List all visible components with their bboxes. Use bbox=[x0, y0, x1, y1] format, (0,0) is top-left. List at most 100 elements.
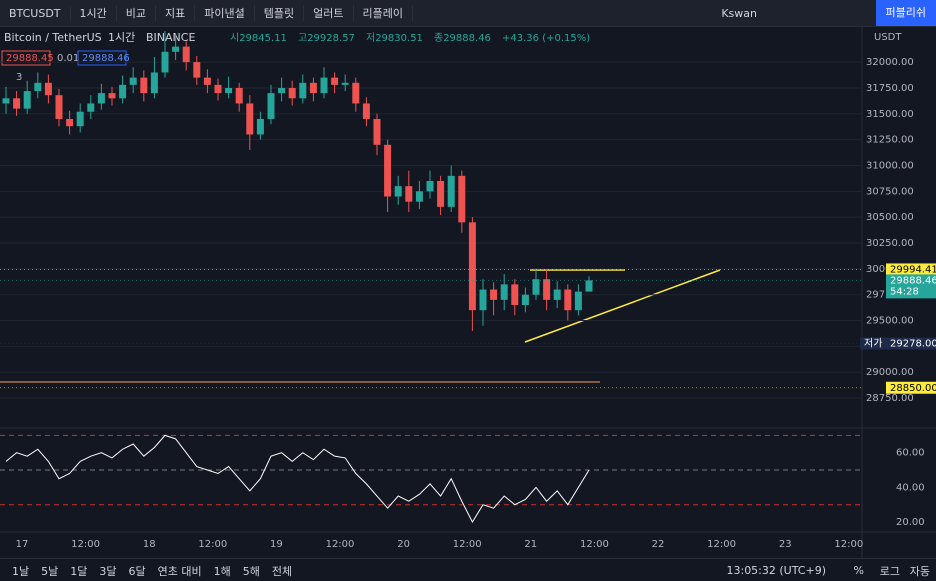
price-badge bbox=[886, 274, 936, 299]
legend-pair: Bitcoin / TetherUS bbox=[4, 31, 102, 44]
x-tick-label: 12:00 bbox=[71, 539, 100, 550]
candle-body bbox=[479, 289, 487, 311]
candle-body bbox=[267, 93, 275, 119]
candle-body bbox=[468, 222, 476, 311]
candle-body bbox=[140, 77, 148, 94]
rsi-line bbox=[5, 434, 590, 524]
x-tick-label: 12:00 bbox=[326, 539, 355, 550]
x-tick-label: 12:00 bbox=[580, 539, 609, 550]
candle-body bbox=[384, 144, 392, 197]
range-button[interactable]: 연초 대비 bbox=[157, 564, 202, 578]
x-tick-label: 12:00 bbox=[707, 539, 736, 550]
y-tick-label: 31500.00 bbox=[866, 109, 914, 120]
candle-body bbox=[521, 294, 529, 306]
buy-price: 29888.46 bbox=[82, 53, 130, 64]
candle-body bbox=[182, 46, 190, 63]
interval[interactable]: 1시간 bbox=[71, 5, 117, 21]
sell-box[interactable] bbox=[1, 50, 51, 66]
candle-body bbox=[511, 284, 519, 306]
auto[interactable]: 자동 bbox=[909, 564, 930, 578]
candle-body bbox=[362, 103, 370, 119]
log[interactable]: 로그 bbox=[879, 564, 900, 578]
spread: 0.01 bbox=[57, 53, 79, 64]
x-tick-label: 21 bbox=[524, 539, 537, 550]
y-tick-label: 30750.00 bbox=[866, 186, 914, 197]
candle-body bbox=[437, 180, 445, 207]
badge-prefix: 저가 bbox=[864, 338, 882, 350]
badge-prefix-bg bbox=[860, 337, 886, 350]
legend-interval: 1시간 bbox=[108, 31, 135, 44]
candle-body bbox=[585, 280, 593, 292]
y-tick-label: 30250.00 bbox=[866, 238, 914, 249]
candle-body bbox=[235, 87, 243, 104]
range-button[interactable]: 1달 bbox=[70, 564, 88, 578]
candle-body bbox=[309, 82, 317, 94]
y-tick-label: 32000.00 bbox=[866, 57, 914, 68]
legend-high: 고29928.57 bbox=[298, 33, 355, 44]
y-tick-label: 31250.00 bbox=[866, 135, 914, 146]
buy-box[interactable] bbox=[77, 50, 127, 66]
candle-body bbox=[532, 279, 540, 295]
range-button[interactable]: 1날 bbox=[12, 564, 30, 578]
rsi-tick-label: 60.00 bbox=[896, 448, 925, 459]
candle-body bbox=[161, 51, 169, 73]
candle-body bbox=[97, 93, 105, 104]
candle-body bbox=[66, 118, 74, 127]
templates[interactable]: 템플릿 bbox=[255, 5, 305, 21]
compare[interactable]: 비교 bbox=[117, 5, 157, 21]
range-group: 1날 5날 1달 3달 6달 연초 대비 1해 5해 전체 bbox=[0, 563, 304, 579]
candle-body bbox=[193, 62, 201, 78]
indicators[interactable]: 지표 bbox=[156, 5, 196, 21]
x-tick-label: 20 bbox=[397, 539, 410, 550]
percent[interactable]: % bbox=[853, 564, 864, 577]
price-badge-label: 29278.00 bbox=[890, 339, 936, 350]
replay[interactable]: 리플레이 bbox=[354, 5, 413, 21]
price-badge bbox=[886, 263, 936, 276]
symbol[interactable]: BTCUSDT bbox=[0, 6, 71, 20]
candle-body bbox=[500, 284, 508, 300]
candle-body bbox=[23, 91, 31, 109]
candle-body bbox=[203, 77, 211, 85]
candle-body bbox=[256, 118, 264, 135]
hidden-count: 3 bbox=[16, 72, 22, 83]
price-badge bbox=[886, 381, 936, 394]
countdown: 54:28 bbox=[890, 286, 919, 297]
candle-body bbox=[278, 87, 286, 94]
candle-body bbox=[76, 111, 84, 127]
range-button[interactable]: 3달 bbox=[99, 564, 117, 578]
candle-body bbox=[426, 180, 434, 192]
rsi-tick-label: 40.00 bbox=[896, 482, 925, 493]
candle-body bbox=[225, 87, 233, 94]
range-button[interactable]: 5해 bbox=[242, 564, 260, 578]
chart: Bitcoin / TetherUS 1시간 BINANCE 시29845.11… bbox=[0, 27, 936, 558]
candle-body bbox=[415, 191, 423, 202]
legend-low: 저29830.51 bbox=[366, 32, 423, 44]
candle-body bbox=[55, 95, 63, 119]
candle-body bbox=[150, 72, 158, 94]
candle-body bbox=[490, 289, 498, 300]
range-button[interactable]: 5날 bbox=[41, 564, 59, 578]
price-badge-label: 28850.00 bbox=[890, 383, 936, 394]
toolbar: BTCUSDT 1시간 비교 지표 파이낸셜 템플릿 얼러트 리플레이 Kswa… bbox=[0, 0, 936, 27]
range-button[interactable]: 전체 bbox=[271, 564, 293, 578]
y-tick-label: 29000.00 bbox=[866, 367, 914, 378]
x-tick-label: 22 bbox=[652, 539, 665, 550]
candle-body bbox=[564, 289, 572, 311]
candle-body bbox=[87, 103, 95, 112]
financials[interactable]: 파이낸셜 bbox=[195, 5, 255, 21]
user[interactable]: Kswan bbox=[721, 6, 757, 20]
range-button[interactable]: 6달 bbox=[128, 564, 146, 578]
candle-body bbox=[405, 186, 413, 202]
candle-body bbox=[341, 82, 349, 85]
candle-body bbox=[172, 46, 180, 52]
range-button[interactable]: 1해 bbox=[213, 564, 231, 578]
sell-price: 29888.45 bbox=[6, 53, 54, 64]
publish[interactable]: 퍼블리쉬 bbox=[875, 0, 936, 26]
legend-close: 종29888.46 bbox=[434, 32, 491, 44]
bottom-bar: 1날 5날 1달 3달 6달 연초 대비 1해 5해 전체 13:05:32 (UTC+9) %… bbox=[0, 558, 936, 581]
x-tick-label: 19 bbox=[270, 539, 283, 550]
legend-exchange: BINANCE bbox=[146, 31, 195, 44]
candle-body bbox=[373, 118, 381, 145]
alert[interactable]: 얼러트 bbox=[304, 5, 354, 21]
candle-body bbox=[214, 84, 222, 94]
